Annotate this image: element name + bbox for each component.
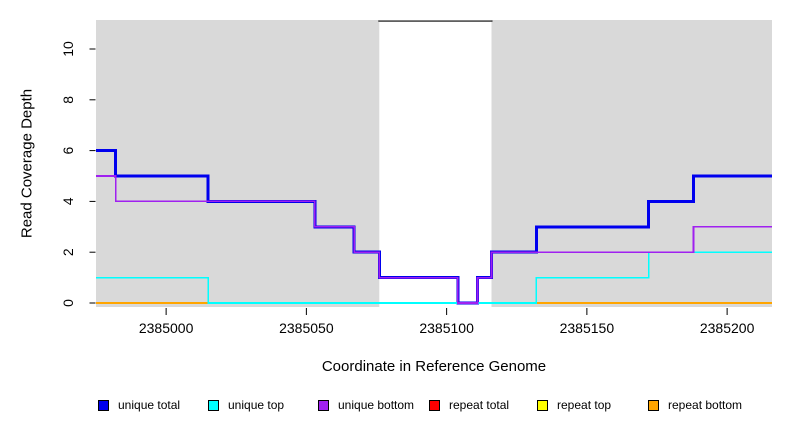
- series-line-unique-top: [96, 251, 772, 304]
- legend-label-unique-top: unique top: [228, 398, 285, 412]
- legend-item-unique-bottom: unique bottom: [318, 398, 414, 412]
- x-axis-tick-label: 2385200: [700, 320, 755, 336]
- legend-item-unique-total: unique total: [98, 398, 180, 412]
- series-line-unique-bottom: [96, 175, 772, 304]
- y-axis-tick-label: 0: [60, 299, 76, 307]
- legend-swatch-unique-total: [98, 399, 109, 411]
- x-axis-tick-label: 2385000: [139, 320, 194, 336]
- legend-swatch-repeat-top: [537, 399, 548, 411]
- legend-item-repeat-top: repeat top: [537, 398, 611, 412]
- legend-swatch-unique-bottom: [318, 399, 329, 411]
- legend-label-repeat-bottom: repeat bottom: [668, 398, 743, 412]
- x-axis-tick-label: 2385100: [419, 320, 474, 336]
- y-axis-tick-label: 4: [60, 197, 76, 205]
- x-axis-tick-label: 2385150: [560, 320, 615, 336]
- y-axis-tick-label: 6: [60, 146, 76, 154]
- legend-item-repeat-bottom: repeat bottom: [648, 398, 742, 412]
- legend-label-unique-total: unique total: [118, 398, 181, 412]
- legend-label-repeat-top: repeat top: [557, 398, 612, 412]
- legend-label-unique-bottom: unique bottom: [338, 398, 415, 412]
- legend-item-repeat-total: repeat total: [429, 398, 509, 412]
- x-axis-title: Coordinate in Reference Genome: [321, 358, 547, 375]
- legend-label-repeat-total: repeat total: [449, 398, 510, 412]
- repeat-region-band: [379, 20, 492, 307]
- legend-swatch-unique-top: [208, 399, 219, 411]
- legend-swatch-repeat-bottom: [648, 399, 659, 411]
- legend-swatch-repeat-total: [429, 399, 440, 411]
- y-axis-tick-label: 10: [60, 41, 76, 57]
- y-axis-tick-label: 2: [60, 248, 76, 256]
- legend-item-unique-top: unique top: [208, 398, 284, 412]
- x-axis-tick-label: 2385050: [279, 320, 334, 336]
- y-axis-tick-label: 8: [60, 96, 76, 104]
